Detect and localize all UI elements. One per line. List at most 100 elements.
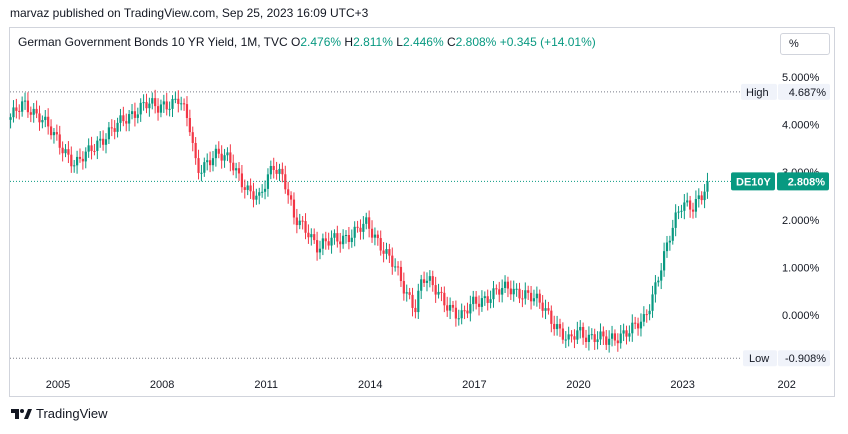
candle-body — [582, 326, 585, 338]
candle-body — [593, 334, 596, 343]
candle-body — [284, 174, 287, 190]
candle-body — [518, 288, 521, 299]
candle-body — [301, 220, 304, 222]
candle-body — [628, 333, 631, 337]
candle-body — [67, 149, 70, 155]
candle-body — [113, 128, 116, 132]
candle-body — [344, 235, 348, 237]
candle-body — [107, 127, 110, 140]
candle-body — [388, 249, 391, 256]
chart-legend: German Government Bonds 10 YR Yield, 1M,… — [18, 35, 596, 49]
last-price-box — [777, 172, 829, 191]
candle-body — [639, 321, 643, 329]
candle-body — [194, 142, 197, 159]
candle-body — [324, 238, 327, 242]
candle-body — [489, 299, 492, 303]
candle-body — [162, 101, 165, 105]
symbol-title: German Government Bonds 10 YR Yield, 1M,… — [18, 35, 288, 49]
candle-body — [47, 116, 50, 127]
last-price-label: 2.808% — [788, 176, 826, 188]
candle-body — [619, 333, 622, 344]
candle-body — [333, 233, 336, 238]
candle-body — [613, 333, 617, 341]
candle-body — [394, 266, 397, 268]
candle-body — [677, 211, 680, 213]
candle-body — [49, 126, 53, 136]
candle-body — [420, 279, 423, 291]
candle-body — [269, 165, 272, 175]
candle-body — [29, 112, 32, 115]
candle-body — [64, 149, 67, 154]
candle-body — [538, 293, 541, 303]
candle-body — [81, 158, 84, 162]
candle-body — [512, 288, 515, 295]
x-tick-label: 2017 — [462, 379, 486, 391]
candle-body — [263, 188, 267, 192]
candle-body — [122, 115, 125, 122]
candle-body — [411, 294, 414, 308]
candle-body — [466, 310, 469, 314]
candle-body — [154, 98, 157, 107]
candle-body — [558, 324, 562, 329]
candle-body — [556, 324, 559, 330]
candle-body — [527, 290, 530, 293]
candle-body — [579, 326, 582, 331]
x-tick-label: 2023 — [670, 379, 694, 391]
candle-body — [353, 226, 356, 238]
x-tick-label: 2014 — [358, 379, 382, 391]
candle-body — [362, 223, 365, 232]
candle-body — [553, 323, 556, 330]
candle-body — [402, 281, 405, 294]
candle-body — [298, 220, 301, 226]
y-tick-label: 4.000% — [782, 120, 820, 132]
candle-body — [350, 237, 353, 243]
candle-body — [662, 251, 666, 271]
candle-body — [668, 240, 671, 243]
publish-info: marvaz published on TradingView.com, Sep… — [10, 6, 369, 20]
candle-body — [480, 298, 484, 307]
candle-body — [313, 234, 316, 241]
candle-body — [38, 113, 41, 123]
candle-body — [671, 227, 674, 241]
candle-body — [133, 111, 137, 118]
candle-body — [431, 276, 434, 286]
candle-body — [327, 241, 330, 246]
percent-scale-button[interactable]: % — [780, 33, 830, 55]
symbol-tag-label: DE10Y — [736, 176, 772, 188]
candle-body — [75, 156, 79, 166]
candle-body — [223, 155, 226, 161]
candles — [9, 89, 709, 353]
y-tick-label: 1.000% — [782, 262, 820, 274]
candle-body — [683, 202, 686, 211]
candle-body — [128, 114, 131, 124]
candle-body — [26, 100, 30, 113]
candle-body — [379, 238, 382, 251]
low-label: L — [396, 35, 403, 49]
candle-body — [240, 173, 244, 188]
candle-body — [73, 165, 76, 167]
candle-body — [506, 281, 510, 289]
candle-body — [515, 288, 518, 290]
candle-body — [203, 162, 206, 173]
candle-body — [246, 185, 249, 190]
candle-body — [200, 172, 203, 174]
candle-body — [32, 108, 35, 115]
y-tick-label: 5.000% — [782, 72, 820, 84]
candle-body — [660, 270, 663, 281]
candle-body — [342, 235, 345, 245]
candle-body — [148, 103, 151, 109]
candle-body — [70, 154, 73, 167]
candle-body — [495, 288, 498, 290]
time-axis: 2005 2008 2011 2014 2017 2020 2023 202 — [46, 379, 796, 391]
candle-body — [156, 106, 160, 113]
candle-body — [437, 291, 440, 295]
candle-body — [12, 107, 15, 118]
candle-body — [266, 174, 270, 189]
candle-body — [220, 153, 223, 161]
candle-body — [185, 104, 189, 118]
candle-body — [535, 293, 538, 299]
candle-body — [125, 121, 128, 124]
candle-body — [255, 195, 258, 200]
candle-body — [382, 250, 385, 254]
